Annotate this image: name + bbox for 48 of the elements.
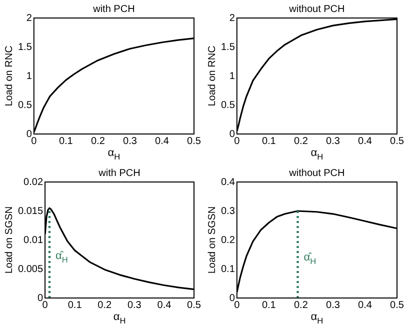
x-tick-label: 0.5 [187, 136, 202, 147]
y-axis-title: Load on SGSN [4, 206, 15, 274]
y-tick-label: 0.3 [220, 206, 236, 217]
x-tick-label: 0.2 [98, 300, 112, 311]
x-tick-label: 0.1 [58, 136, 74, 147]
x-tick-label: 0.1 [262, 136, 276, 147]
y-tick-label: 0 [26, 128, 32, 140]
y-tick-label: 0.01 [24, 234, 44, 246]
y-tick-label: 0.5 [220, 100, 236, 111]
x-tick-label: 0.3 [123, 136, 138, 147]
x-tick-label: 0.5 [390, 136, 404, 147]
x-tick-label: 0.1 [262, 300, 276, 311]
y-tick-label: 0 [229, 292, 236, 304]
x-tick-label: 0.2 [294, 136, 308, 147]
y-tick-label: 1 [229, 70, 236, 82]
y-axis-title: Load on SGSN [207, 206, 218, 274]
y-tick-label: 0 [229, 128, 236, 140]
chart-title: without PCH [288, 168, 345, 179]
y-tick-label: 0 [37, 292, 44, 304]
x-tick-label: 0.5 [187, 300, 202, 311]
y-tick-label: 1 [26, 70, 32, 82]
y-tick-label: 0.02 [24, 176, 44, 188]
y-tick-label: 0.5 [18, 100, 32, 111]
chart-title: with PCH [92, 4, 135, 15]
y-tick-label: 1.5 [18, 42, 32, 53]
x-tick-label: 0.1 [68, 300, 82, 311]
y-tick-label: 0.005 [18, 264, 44, 275]
chart-title: without PCH [288, 4, 345, 15]
y-tick-label: 2 [229, 12, 236, 24]
y-tick-label: 2 [26, 12, 32, 24]
y-axis-title: Load on RNC [207, 46, 218, 106]
x-tick-label: 0.5 [390, 300, 404, 311]
x-tick-label: 0.4 [358, 300, 372, 311]
x-tick-label: 0.2 [294, 300, 308, 311]
x-tick-label: 0.3 [326, 136, 340, 147]
y-tick-label: 0.1 [220, 264, 236, 275]
y-tick-label: 0.4 [220, 176, 236, 188]
y-tick-label: 1.5 [220, 42, 236, 53]
x-tick-label: 0.2 [90, 136, 106, 147]
y-tick-label: 0.2 [220, 234, 236, 246]
x-tick-label: 0.4 [358, 136, 372, 147]
x-tick-label: 0.3 [326, 300, 340, 311]
x-tick-label: 0.3 [127, 300, 142, 311]
chart-title: with PCH [98, 168, 140, 179]
x-tick-label: 0.4 [157, 300, 172, 311]
x-tick-label: 0.4 [155, 136, 170, 147]
y-tick-label: 0.015 [18, 206, 44, 217]
y-axis-title: Load on RNC [4, 46, 15, 106]
